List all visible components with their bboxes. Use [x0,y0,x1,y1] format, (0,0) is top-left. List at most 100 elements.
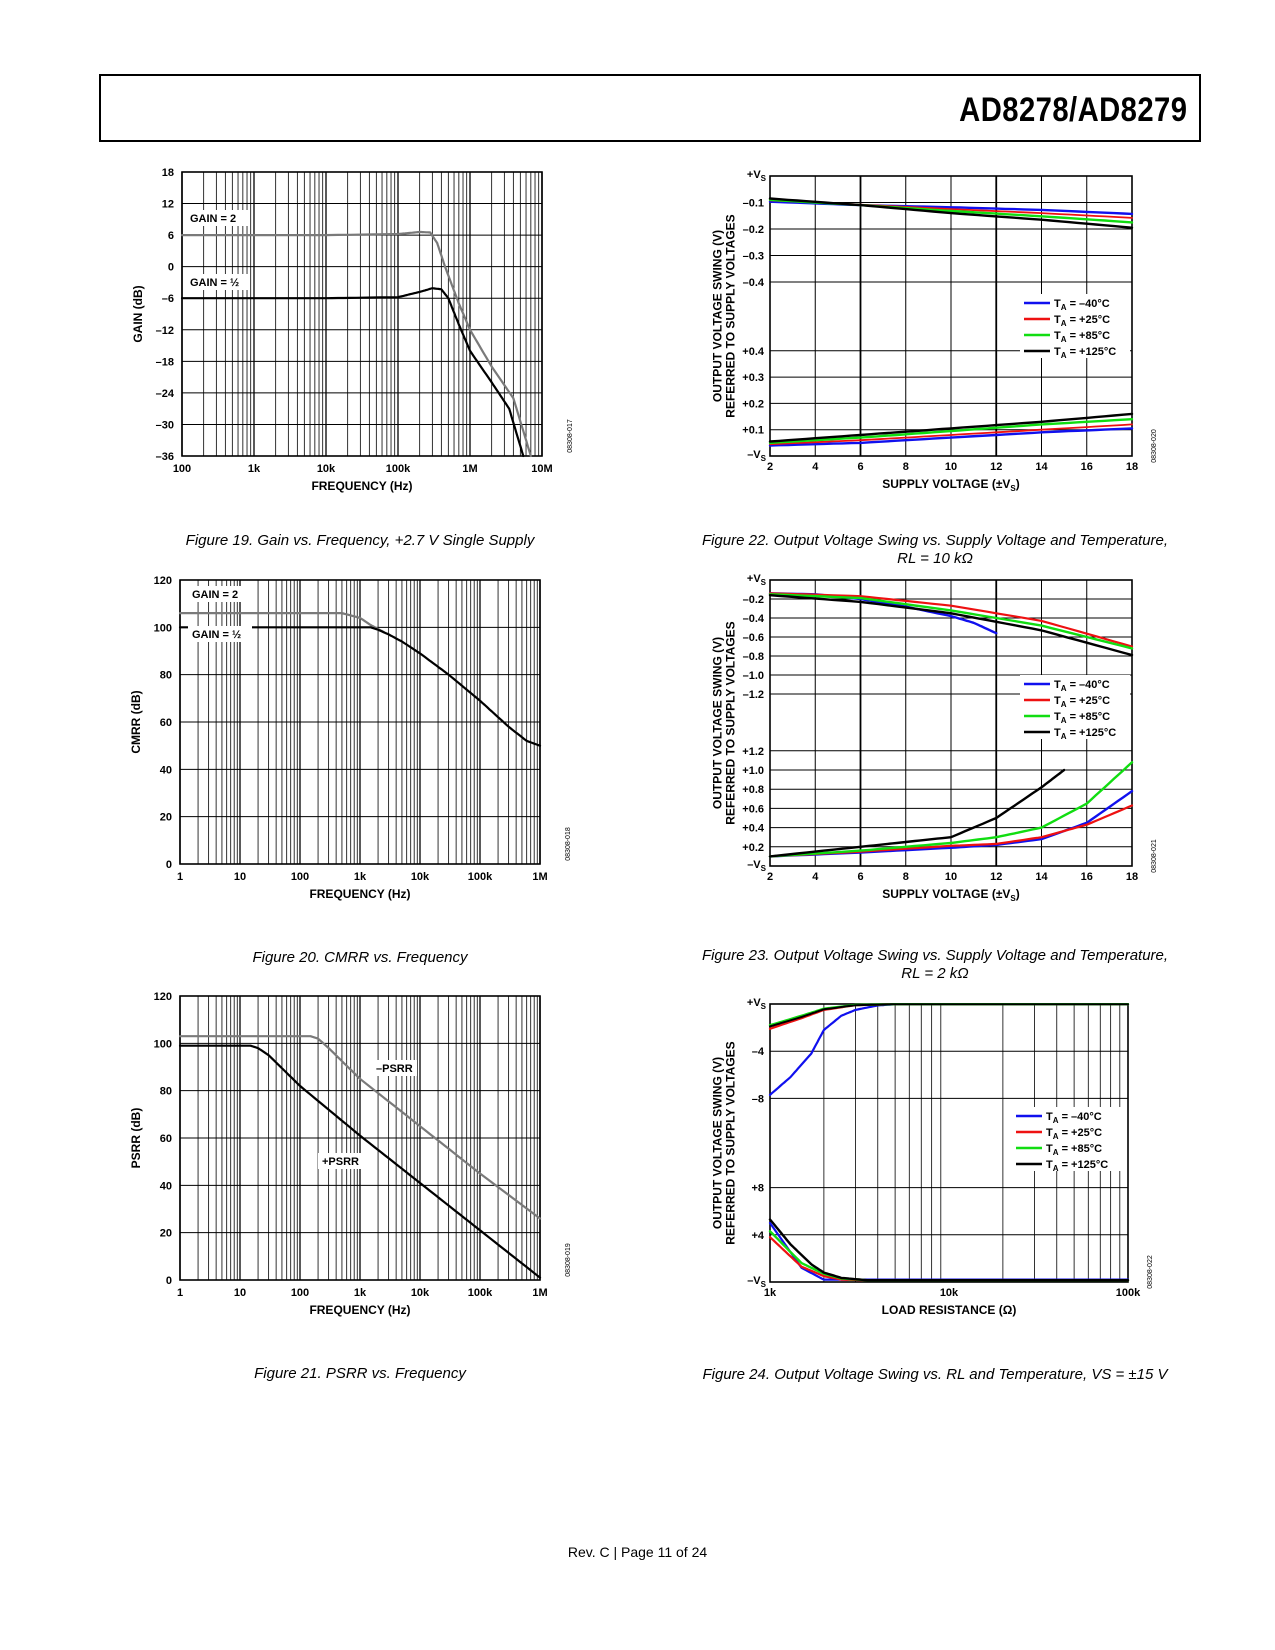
x-tick-label: 16 [1081,871,1093,883]
x-axis-label: FREQUENCY (Hz) [311,479,412,493]
x-tick-label: 14 [1035,461,1048,473]
y-tick-label: 80 [160,1086,172,1098]
y-tick-label: –VS [747,859,766,873]
y-tick-label: 12 [162,199,174,211]
y-axis-label: REFERRED TO SUPPLY VOLTAGES [724,621,738,824]
legend-bg [1020,326,1130,342]
x-tick-label: 10k [411,871,430,883]
x-tick-label: 100 [173,463,191,475]
series-line [178,1044,542,1279]
series-line [768,768,1066,858]
y-tick-label: –0.6 [743,632,764,644]
plot-frame [179,995,541,1281]
figure-20-caption: Figure 20. CMRR vs. Frequency [150,949,570,967]
x-tick-label: 4 [812,871,819,883]
figure-24-caption-text: Figure 24. Output Voltage Swing vs. RL a… [702,1366,1168,1383]
y-tick-label: 18 [162,167,174,179]
y-axis-label: OUTPUT VOLTAGE SWING (V) [711,230,725,402]
y-tick-label: 20 [160,812,172,824]
series-line [768,761,1134,858]
y-axis-label: CMRR (dB) [129,690,143,753]
x-tick-label: 10k [317,463,336,475]
x-tick-label: 1k [354,1287,367,1299]
legend-label: TA = –40°C [1054,679,1110,693]
annotation-bg [188,586,252,602]
figure-code: 08308-018 [565,827,572,861]
y-tick-label: –30 [156,419,174,431]
series-line [178,1035,542,1220]
legend-bg [1020,691,1130,707]
annotation-bg [186,274,250,290]
figure-20-caption-text: Figure 20. CMRR vs. Frequency [252,949,468,966]
series-line [180,287,525,458]
figure-23-caption-line1: Figure 23. Output Voltage Swing vs. Supp… [701,947,1169,964]
y-tick-label: –12 [156,325,174,337]
series-line [180,230,532,458]
figure-19-caption-text: Figure 19. Gain vs. Frequency, +2.7 V Si… [185,532,535,549]
x-tick-label: 2 [767,461,773,473]
x-tick-label: 100k [1116,1287,1141,1299]
figure-code: 08308-019 [565,1243,572,1277]
y-tick-label: +0.6 [742,803,764,815]
annotation-label: +PSRR [322,1156,359,1168]
x-axis-label: LOAD RESISTANCE (Ω) [882,1303,1017,1317]
y-tick-label: –0.4 [743,613,765,625]
series-line [178,611,385,634]
figure-23-caption-line2: RL = 2 kΩ [901,965,969,982]
x-tick-label: 1M [532,871,547,883]
annotation-bg [186,210,250,226]
y-axis-label: OUTPUT VOLTAGE SWING (V) [711,1057,725,1229]
legend-bg [1020,707,1130,723]
y-tick-label: 80 [160,670,172,682]
y-tick-label: –0.8 [743,651,764,663]
y-tick-label: 20 [160,1228,172,1240]
x-tick-label: 2 [767,871,773,883]
y-tick-label: +0.2 [742,842,764,854]
legend-label: TA = +25°C [1054,695,1110,709]
figure-21-chart: 0 20 40 60 80 100 120 1 10 100 1k 10k 100k 1M FREQUENC… [120,991,590,1356]
x-tick-label: 100k [468,1287,493,1299]
x-tick-label: 6 [857,461,863,473]
legend-label: TA = +85°C [1054,330,1110,344]
figure-code: 08308-022 [1147,1255,1154,1289]
series-line [768,593,1134,657]
y-tick-label: 100 [154,1038,172,1050]
y-tick-label: +4 [751,1230,764,1242]
x-tick-label: 10 [234,871,246,883]
page-header: AD8278/AD8279 [99,74,1201,142]
legend-label: TA = +85°C [1054,711,1110,725]
y-tick-label: 0 [166,859,172,871]
legend-bg [1012,1107,1122,1123]
y-tick-label: –0.3 [743,251,764,263]
y-tick-label: 6 [168,230,174,242]
legend-label: TA = +125°C [1054,346,1116,360]
y-tick-label: –36 [156,451,174,463]
y-tick-label: +0.8 [742,784,764,796]
header-title: AD8278/AD8279 [958,91,1187,129]
x-tick-label: 18 [1126,871,1138,883]
y-tick-label: 120 [154,991,172,1003]
series-line [768,197,1134,229]
plot-frame [769,579,1133,867]
x-tick-label: 8 [903,461,909,473]
x-tick-label: 1k [764,1287,777,1299]
x-tick-label: 100k [386,463,411,475]
legend-label: TA = +25°C [1054,314,1110,328]
y-tick-label: 100 [154,622,172,634]
y-tick-label: +8 [751,1183,764,1195]
x-tick-label: 10 [234,1287,246,1299]
legend-label: TA = –40°C [1054,298,1110,312]
figure-code: 08308-017 [567,419,574,453]
legend-bg [1012,1139,1122,1155]
series-line [178,626,542,747]
x-tick-label: 1k [354,871,367,883]
annotation-label: GAIN = ½ [190,277,239,289]
x-tick-label: 10k [940,1287,959,1299]
figure-24-caption: Figure 24. Output Voltage Swing vs. RL a… [695,1366,1175,1384]
x-tick-label: 10M [531,463,552,475]
y-tick-label: –24 [156,388,175,400]
series-line [768,412,1134,443]
x-tick-label: 1k [248,463,261,475]
